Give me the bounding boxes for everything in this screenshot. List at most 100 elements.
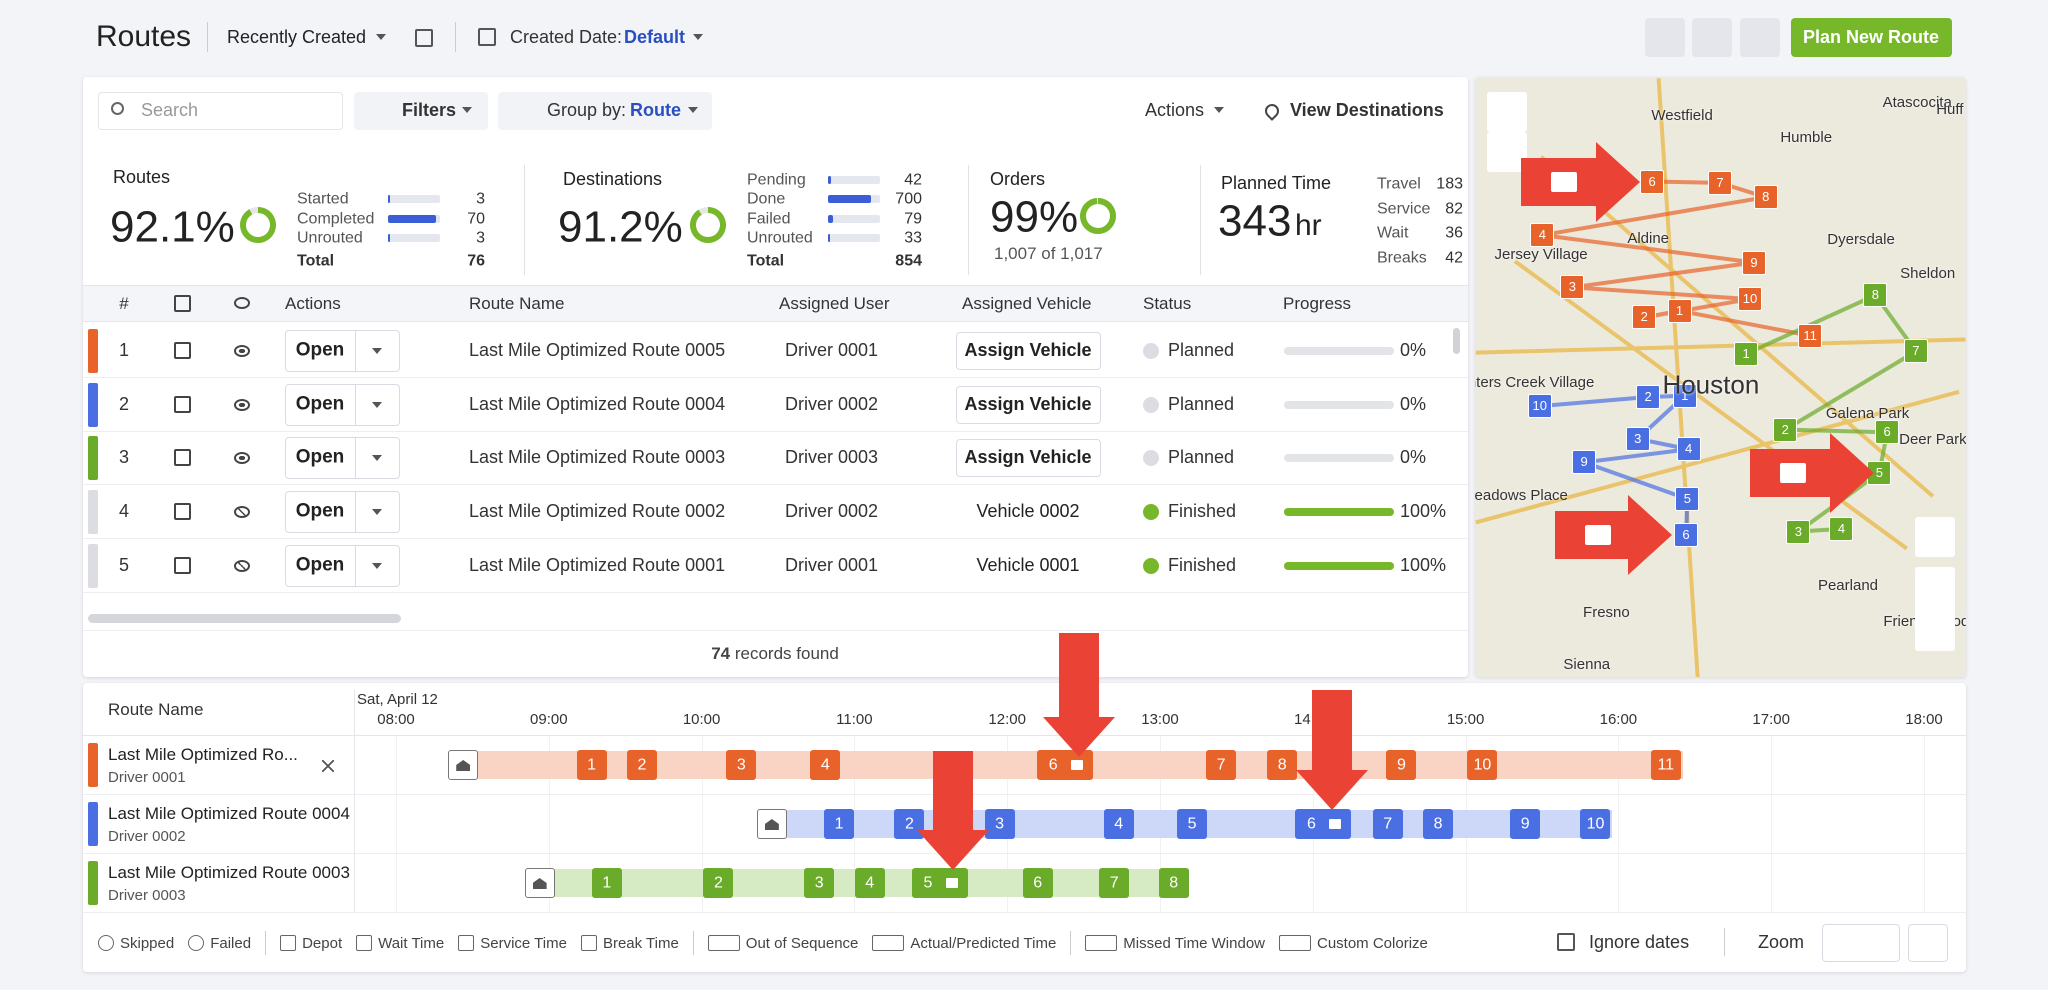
stop-label: 7 [1110, 873, 1119, 892]
map-marker-label: 2 [1641, 310, 1648, 326]
route-name: Last Mile Optimized Route 0002 [469, 501, 725, 523]
chevron [688, 107, 698, 113]
row-checkbox[interactable] [174, 342, 191, 359]
map-place: Houston [1662, 370, 1759, 401]
row-checkbox[interactable] [174, 557, 191, 574]
stat-title: Orders [990, 169, 1045, 191]
legend-label: Failed [210, 935, 251, 952]
stat-row-value: 36 [1445, 224, 1463, 243]
stat-unit: hr [1295, 208, 1322, 244]
legend-icon [98, 935, 114, 951]
progress-track [1284, 347, 1394, 355]
assigned-user: Driver 0002 [785, 501, 878, 523]
stat-title: Destinations [563, 169, 662, 191]
map-control[interactable] [1487, 132, 1527, 172]
column-header: Status [1143, 294, 1191, 314]
eye-icon [234, 297, 250, 309]
timeline-divider [354, 690, 355, 912]
open-label[interactable]: Open [296, 340, 345, 363]
stat-row-value: 42 [904, 170, 922, 189]
legend-label: Actual/Predicted Time [910, 935, 1056, 952]
actions-menu[interactable]: Actions [1145, 100, 1204, 122]
chevron [1214, 107, 1224, 113]
map-place: Deer Park [1899, 431, 1966, 449]
visibility-icon[interactable] [234, 506, 250, 518]
date-value[interactable]: Default [624, 27, 685, 49]
records-found: 74 records found [711, 644, 839, 664]
stat-percent: 99% [990, 192, 1078, 245]
divider [455, 22, 456, 52]
search-placeholder: Search [141, 100, 198, 122]
visibility-icon[interactable] [234, 560, 250, 572]
legend-label: Depot [302, 935, 342, 952]
row-divider [83, 592, 1468, 593]
search-icon [111, 102, 124, 115]
stop-marker[interactable] [1295, 809, 1351, 839]
legend-item: Depot [280, 935, 342, 952]
row-checkbox[interactable] [174, 503, 191, 520]
stop-label: 1 [587, 755, 596, 774]
open-label[interactable]: Open [296, 501, 345, 524]
chevron [693, 34, 703, 40]
stop-marker[interactable] [1037, 750, 1093, 780]
assign-vehicle-label[interactable]: Assign Vehicle [964, 394, 1091, 416]
stop-label: 7 [1217, 755, 1226, 774]
legend-label: Break Time [603, 935, 679, 952]
open-label[interactable]: Open [296, 554, 345, 577]
row-color [88, 383, 98, 427]
hour-label: 13:00 [1141, 711, 1179, 729]
assigned-user: Driver 0003 [785, 448, 878, 470]
stop-label: 3 [995, 814, 1004, 833]
hour-label: 14:00 [1294, 711, 1332, 729]
row-checkbox[interactable] [174, 449, 191, 466]
search-box[interactable] [98, 92, 343, 130]
hour-tick [1924, 736, 1925, 912]
map-marker-label: 9 [1750, 255, 1757, 271]
stat-divider [524, 165, 525, 275]
map-marker-label: 3 [1634, 431, 1641, 447]
assign-vehicle-label[interactable]: Assign Vehicle [964, 340, 1091, 362]
stop-label: 6 [1049, 755, 1058, 774]
hour-label: 10:00 [683, 711, 721, 729]
header-icon-button[interactable] [1645, 18, 1685, 57]
visibility-icon[interactable] [234, 399, 250, 411]
row-color [88, 802, 98, 846]
legend-icon [356, 935, 372, 951]
map-place: Meadows Place [1475, 487, 1568, 505]
chevron [372, 402, 382, 408]
fit-button[interactable] [1908, 924, 1948, 962]
legend-item: Custom Colorize [1279, 935, 1428, 952]
street-view[interactable] [1915, 517, 1955, 557]
open-label[interactable]: Open [296, 393, 345, 416]
map-control[interactable] [1487, 92, 1527, 132]
stat-row-label: Breaks [1377, 249, 1427, 268]
legend-item: Skipped [98, 935, 174, 952]
assign-vehicle-label[interactable]: Assign Vehicle [964, 448, 1091, 470]
hour-label: 15:00 [1447, 711, 1485, 729]
status-label: Finished [1168, 555, 1236, 577]
row-divider [83, 794, 1966, 795]
ignore-dates-checkbox[interactable] [1557, 933, 1575, 951]
progress-track [1284, 454, 1394, 462]
timeline-route-name: Last Mile Optimized Route 0004 [108, 804, 350, 824]
row-checkbox[interactable] [174, 396, 191, 413]
map-panel[interactable]: 67849310211110213495618726534WestfieldHu… [1475, 77, 1966, 677]
sort-dropdown[interactable]: Recently Created [227, 27, 366, 49]
stop-marker[interactable] [912, 868, 968, 898]
view-destinations[interactable]: View Destinations [1290, 100, 1444, 122]
stop-label: 4 [821, 755, 830, 774]
stop-label: 5 [924, 873, 933, 892]
map-marker-label: 4 [1685, 441, 1692, 457]
header-icon-button[interactable] [1740, 18, 1780, 57]
map-zoom[interactable] [1915, 567, 1955, 651]
status-dot [1143, 504, 1159, 520]
open-label[interactable]: Open [296, 447, 345, 470]
plan-route-label[interactable]: Plan New Route [1803, 27, 1939, 49]
map-place: Pearland [1818, 577, 1878, 595]
close-icon[interactable] [322, 760, 334, 772]
visibility-icon[interactable] [234, 345, 250, 357]
header-icon-button[interactable] [1692, 18, 1732, 57]
zoom-buttons[interactable] [1822, 924, 1900, 962]
stat-row-label: Wait [1377, 224, 1408, 243]
map-marker-label: 1 [1742, 346, 1749, 362]
